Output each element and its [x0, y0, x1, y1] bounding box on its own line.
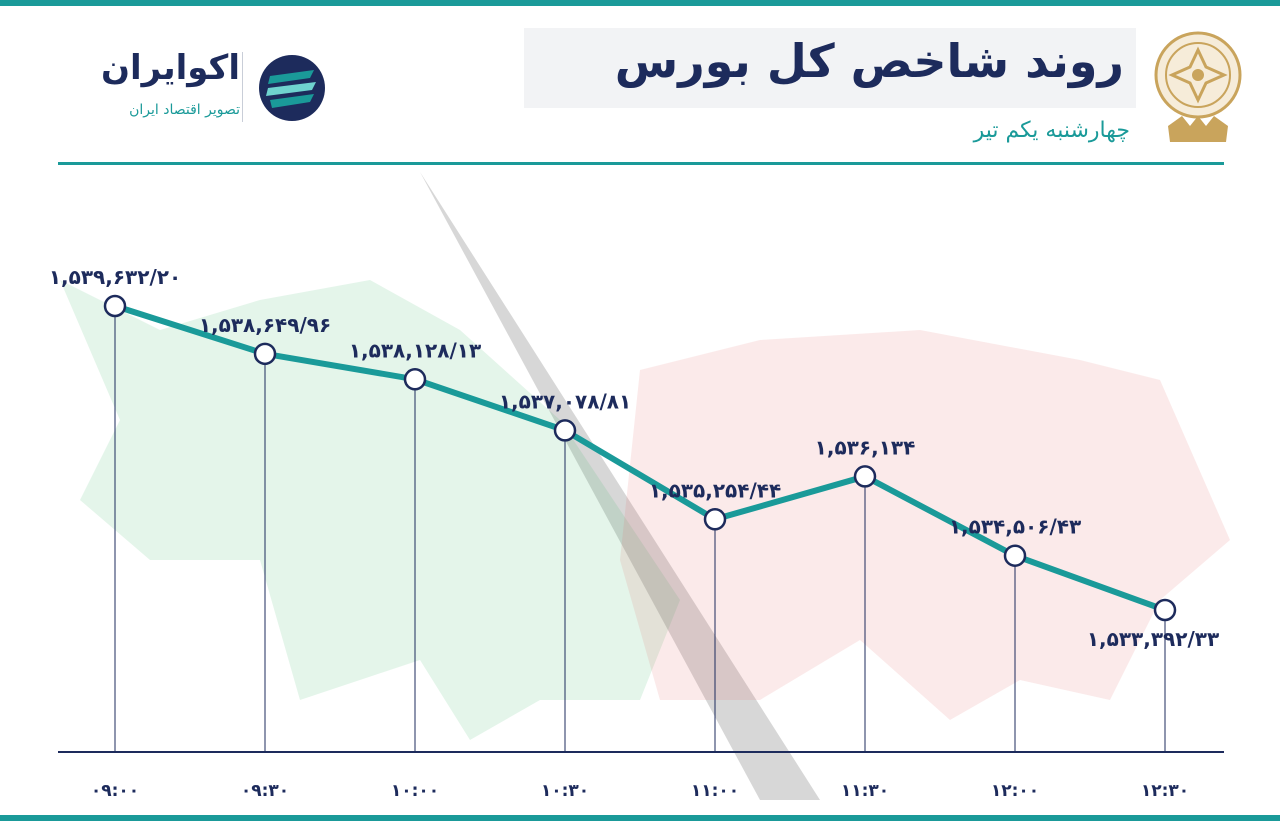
title-panel: روند شاخص کل بورس: [524, 28, 1136, 108]
data-label: ۱,۵۳۵,۲۵۴/۴۴: [649, 478, 781, 502]
brand-block: اکوایران تصویر اقتصاد ایران: [70, 42, 340, 132]
data-label: ۱,۵۳۸,۶۴۹/۹۶: [199, 313, 331, 337]
page-subtitle: چهارشنبه یکم تیر: [973, 118, 1130, 143]
x-tick-label: ۰۹:۳۰: [241, 781, 289, 801]
data-point: [1153, 598, 1177, 622]
brand-separator: [242, 52, 243, 122]
bottom-accent-bar: [0, 815, 1280, 821]
ecoiran-logo-icon: [259, 55, 325, 121]
x-tick-label: ۱۱:۳۰: [841, 781, 889, 801]
bear-silhouette: [620, 330, 1230, 720]
data-label: ۱,۵۳۹,۶۳۲/۲۰: [49, 265, 181, 289]
x-tick-label: ۱۱:۰۰: [691, 781, 739, 801]
data-points: [103, 294, 1177, 622]
bull-silhouette: [60, 280, 680, 740]
data-label: ۱,۵۳۴,۵۰۶/۴۳: [949, 515, 1081, 539]
data-label: ۱,۵۳۶,۱۳۴: [815, 435, 916, 459]
x-tick-labels: ۰۹:۰۰ ۰۹:۳۰ ۱۰:۰۰ ۱۰:۳۰ ۱۱:۰۰ ۱۱:۳۰ ۱۲:۰۰ ۱۲:۳۰: [91, 781, 1189, 801]
series-line-total-index: [114, 303, 1167, 613]
data-point: [553, 419, 577, 442]
data-label: ۱,۵۳۸,۱۲۸/۱۳: [349, 338, 481, 362]
data-point: [1003, 544, 1027, 567]
data-label: ۱,۵۳۳,۳۹۲/۳۳: [1087, 627, 1219, 651]
header-divider: [58, 162, 1224, 165]
x-tick-label: ۰۹:۰۰: [91, 781, 139, 801]
data-label: ۱,۵۳۷,۰۷۸/۸۱: [499, 389, 631, 413]
data-point: [253, 342, 277, 366]
drop-lines: [114, 306, 1166, 752]
top-accent-bar: [0, 0, 1280, 6]
data-labels: ۱,۵۳۹,۶۳۲/۲۰ ۱,۵۳۸,۶۴۹/۹۶ ۱,۵۳۸,۱۲۸/۱۳ ۱,۵۳…: [49, 265, 1219, 651]
x-tick-label: ۱۲:۳۰: [1141, 781, 1189, 801]
data-point: [853, 465, 877, 488]
page-title: روند شاخص کل بورس: [614, 34, 1124, 88]
x-tick-label: ۱۰:۳۰: [541, 781, 589, 801]
brand-tagline: تصویر اقتصاد ایران: [129, 102, 240, 118]
data-point: [103, 294, 127, 318]
brand-name: اکوایران: [101, 48, 240, 88]
x-tick-label: ۱۰:۰۰: [391, 781, 439, 801]
data-point: [403, 368, 427, 391]
background-illustration: [60, 172, 1230, 800]
arrow-silhouette: [420, 172, 820, 800]
x-tick-label: ۱۲:۰۰: [991, 781, 1039, 801]
data-point: [703, 508, 727, 531]
stock-exchange-emblem-icon: [1154, 31, 1242, 142]
